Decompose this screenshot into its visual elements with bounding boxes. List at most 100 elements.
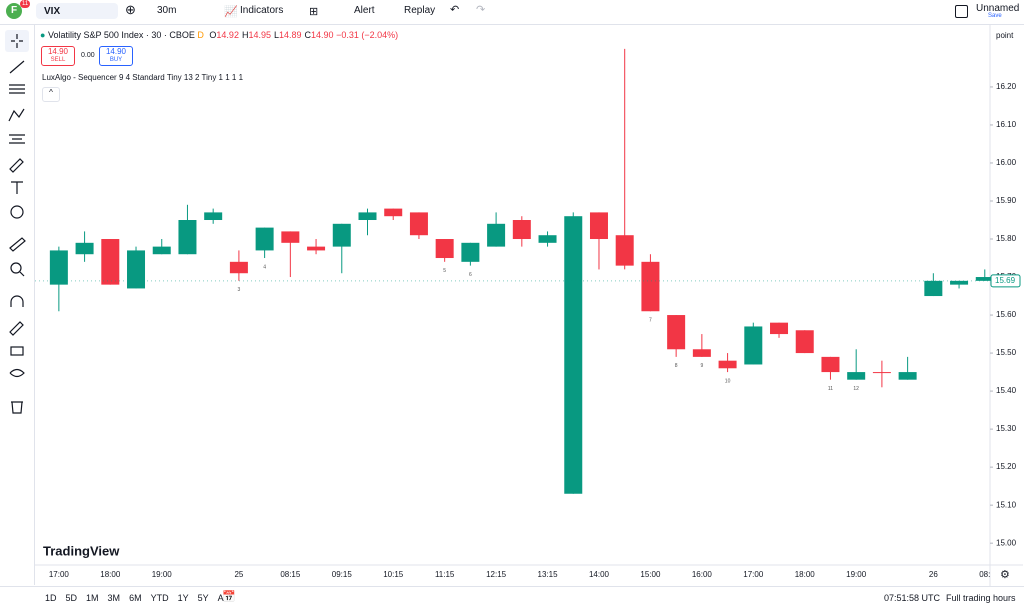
candle-body [255, 227, 274, 251]
range-button[interactable]: All [217, 593, 228, 603]
session-button[interactable]: Full trading hours [946, 593, 1016, 603]
interval[interactable]: 30m [157, 5, 177, 16]
branding: TradingView [43, 543, 120, 558]
lock-drawing-tool[interactable] [9, 321, 24, 336]
collapse-legend[interactable]: ^ [42, 87, 60, 102]
lock-tool[interactable] [10, 346, 24, 356]
x-tick-label: 18:00 [795, 570, 816, 579]
symbol-search[interactable]: VIX [36, 3, 118, 19]
brush-tool[interactable] [9, 158, 24, 173]
ohlc-key: O [209, 30, 217, 40]
undo-button[interactable]: ↶ [450, 4, 460, 16]
range-button[interactable]: 3M [107, 593, 121, 603]
ohlc-key: C [304, 30, 312, 40]
y-tick-label: 15.10 [996, 500, 1017, 509]
sequence-label: 3 [238, 287, 241, 293]
range-button[interactable]: 5Y [197, 593, 209, 603]
clock: 07:51:58 UTC [884, 593, 941, 603]
x-tick-label: 25 [234, 570, 243, 579]
x-tick-label: 16:00 [692, 570, 713, 579]
tool-highlight [5, 30, 29, 52]
change: −0.31 (−2.04%) [336, 30, 399, 40]
ohlc-value: 14.92 [216, 30, 239, 40]
candle-body [281, 231, 300, 243]
drawing-tools [5, 30, 29, 414]
zoom-tool[interactable] [10, 262, 22, 274]
axis-unit: point [996, 31, 1014, 40]
session-badge: D [197, 30, 204, 40]
candle-body [229, 261, 248, 274]
sequence-label: 6 [469, 272, 472, 278]
range-button[interactable]: YTD [150, 593, 169, 603]
compare-button[interactable]: ⊕ [125, 2, 136, 17]
text-tool[interactable] [11, 181, 23, 194]
range-button[interactable]: 1Y [177, 593, 189, 603]
x-tick-label: 08: [979, 570, 990, 579]
candle-body [152, 246, 171, 255]
candle-body [692, 349, 711, 357]
settings-icon: ⚙ [1000, 569, 1010, 581]
y-tick-label: 16.00 [996, 158, 1017, 167]
goto-date[interactable]: 📅 [222, 591, 236, 603]
candle-body [204, 212, 223, 221]
replay-button[interactable]: Replay [404, 5, 436, 16]
cursor-tool[interactable] [11, 34, 23, 48]
layout-name[interactable]: Unnamed [976, 3, 1020, 14]
visibility-tool[interactable] [9, 368, 25, 378]
candle-body [898, 372, 917, 380]
range-button[interactable]: 1D [45, 593, 57, 603]
top-toolbar: F 11 VIX ⊕ 30m 📈 Indicators ⊞ Alert Repl… [0, 0, 1024, 25]
candle-body [127, 250, 146, 289]
forecast-tool[interactable] [9, 134, 25, 144]
spread: 0.00 [81, 52, 95, 59]
legend: ● Volatility S&P 500 Index · 30 · CBOE D… [40, 30, 398, 40]
save-button[interactable]: Save [988, 13, 1002, 19]
range-button[interactable]: 1M [86, 593, 99, 603]
last-price-box [990, 274, 1021, 288]
candle-body [872, 372, 891, 374]
candle-body [847, 372, 866, 380]
indicators-button[interactable]: Indicators [240, 5, 284, 16]
status-dot: ● [40, 30, 46, 40]
range-button[interactable]: 6M [129, 593, 142, 603]
candle-body [718, 360, 737, 369]
buy-button[interactable]: 14.90 BUY [99, 46, 133, 66]
pattern-tool[interactable] [8, 108, 25, 122]
candle-body [795, 330, 814, 354]
x-tick-label: 18:00 [100, 570, 121, 579]
sell-button[interactable]: 14.90 SELL [41, 46, 75, 66]
alert-button[interactable]: Alert [354, 5, 375, 16]
candle-body [49, 250, 68, 285]
candle-body [487, 223, 506, 247]
magnet-tool[interactable] [10, 295, 24, 307]
candle-body [744, 326, 763, 365]
indicator-legend: LuxAlgo - Sequencer 9 4 Standard Tiny 13… [42, 73, 244, 82]
x-tick-label: 08:15 [280, 570, 301, 579]
layout-icon [955, 5, 968, 18]
layouts-button[interactable]: ⊞ [309, 6, 319, 18]
y-tick-label: 15.60 [996, 310, 1017, 319]
x-tick-label: 11:15 [435, 570, 455, 579]
sequence-label: 4 [263, 264, 266, 270]
candle-body [821, 356, 840, 373]
symbol: VIX [44, 6, 61, 17]
candle-body [332, 223, 351, 247]
badge: 11 [20, 0, 31, 8]
delete-tool[interactable] [11, 401, 23, 414]
emoji-tool[interactable] [10, 205, 24, 219]
y-tick-label: 15.80 [996, 234, 1017, 243]
avatar[interactable]: F [6, 3, 22, 19]
candle-body [641, 261, 660, 312]
x-tick-label: 19:00 [152, 570, 173, 579]
y-tick-label: 15.30 [996, 424, 1017, 433]
candle-body [564, 216, 583, 494]
sequence-label: 11 [828, 386, 833, 392]
measure-tool[interactable] [9, 237, 26, 252]
x-tick-label: 14:00 [589, 570, 610, 579]
redo-button[interactable]: ↷ [476, 4, 486, 16]
y-tick-label: 15.50 [996, 348, 1017, 357]
trend-line-tool[interactable] [9, 60, 25, 74]
range-button[interactable]: 5D [65, 593, 78, 603]
x-tick-label: 10:15 [383, 570, 404, 579]
fib-tool[interactable] [9, 84, 25, 94]
